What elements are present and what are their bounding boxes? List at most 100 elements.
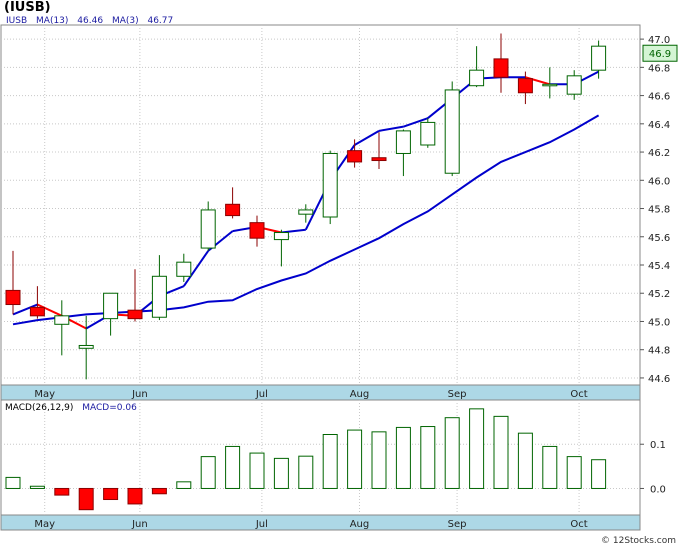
candle <box>298 204 314 223</box>
macd-bar <box>54 487 70 496</box>
price-tick-label: 45.6 <box>648 233 670 244</box>
price-month-label: May <box>34 389 55 400</box>
price-month-label: Aug <box>350 389 370 400</box>
candle-body <box>517 78 533 94</box>
price-tick-label: 44.8 <box>648 346 670 357</box>
legend-ma3-label: MA(3) <box>111 16 139 26</box>
macd-bar <box>78 487 94 511</box>
watermark: © 12Stocks.com <box>601 536 676 546</box>
candle-body <box>103 292 119 320</box>
last-price-label: 46.9 <box>649 49 671 60</box>
candle <box>371 132 387 169</box>
candle <box>395 129 411 177</box>
macd-bar <box>103 487 119 501</box>
price-tick-label: 46.8 <box>648 63 670 74</box>
candle-body <box>5 289 21 306</box>
macd-bar <box>127 487 143 505</box>
candle-body <box>127 309 143 320</box>
macd-bar <box>591 459 607 489</box>
candle <box>200 201 216 251</box>
macd-tick-label: 0.1 <box>650 440 666 451</box>
macd-date-band <box>0 514 641 531</box>
legend-ma13-label: MA(13) <box>36 16 69 26</box>
legend-ma13-value: 46.46 <box>77 16 104 26</box>
candle-body <box>78 344 94 349</box>
macd-month-label: Aug <box>350 519 370 530</box>
candle-body <box>200 209 216 249</box>
candle <box>273 229 289 267</box>
macd-tick-label: 0.0 <box>650 484 666 495</box>
macd-bar <box>5 476 21 489</box>
price-tick-label: 47.0 <box>648 35 670 46</box>
price-date-band <box>0 384 641 401</box>
candle <box>29 286 45 319</box>
candle-body <box>322 152 338 218</box>
candle <box>176 253 192 282</box>
candle <box>566 70 582 100</box>
price-tick-label: 45.0 <box>648 317 670 328</box>
macd-label: MACD(26,12,9) <box>5 403 74 413</box>
price-month-label: Oct <box>570 389 587 400</box>
macd-bar <box>444 417 460 489</box>
candle <box>322 150 338 225</box>
candle-body <box>420 121 436 146</box>
candle-body <box>225 203 241 217</box>
candle <box>469 46 485 88</box>
candle <box>420 118 436 148</box>
macd-bar <box>273 457 289 489</box>
macd-bar <box>225 445 241 489</box>
macd-bar <box>249 452 265 489</box>
candle <box>444 81 460 177</box>
ma3-segment <box>36 303 63 317</box>
candle-body <box>29 306 45 317</box>
price-month-label: Sep <box>448 389 467 400</box>
price-tick-label: 45.4 <box>648 261 670 272</box>
candle-body <box>493 58 509 78</box>
candle <box>127 269 143 322</box>
candle-body <box>566 75 582 95</box>
candle-body <box>298 209 314 215</box>
macd-month-label: Oct <box>570 519 587 530</box>
candle <box>78 315 94 380</box>
price-tick-label: 46.2 <box>648 148 670 159</box>
macd-value: MACD=0.06 <box>82 403 137 413</box>
last-price-box <box>642 44 678 62</box>
candle <box>347 139 363 168</box>
macd-bar <box>200 456 216 489</box>
macd-bar <box>493 415 509 489</box>
candle-body <box>176 261 192 277</box>
candle-body <box>273 232 289 241</box>
candle-body <box>249 222 265 239</box>
ma3-segment <box>378 125 404 132</box>
macd-month-label: Jun <box>131 519 148 530</box>
macd-bar <box>298 455 314 489</box>
macd-month-label: Jul <box>255 519 268 530</box>
macd-bar <box>517 432 533 489</box>
chart-title: (IUSB) <box>4 0 51 15</box>
legend-ma3-value: 46.77 <box>147 16 174 26</box>
candle <box>493 33 509 93</box>
macd-legend: MACD(26,12,9) MACD=0.06 <box>5 403 137 413</box>
candle-body <box>151 275 167 318</box>
candle-body <box>542 83 558 87</box>
macd-month-label: May <box>34 519 55 530</box>
macd-bar <box>469 408 485 489</box>
ma3-segment <box>403 117 429 128</box>
candle <box>249 215 265 247</box>
macd-bar <box>420 426 436 489</box>
ma3-segment <box>182 250 210 287</box>
price-plot-area <box>0 24 641 386</box>
candle <box>54 300 70 356</box>
price-month-label: Jun <box>131 389 148 400</box>
price-legend: IUSB MA(13) 46.46 MA(3) 46.77 <box>6 16 179 26</box>
price-tick-label: 46.6 <box>648 92 670 103</box>
macd-bar <box>371 431 387 489</box>
candle <box>225 187 241 219</box>
price-tick-label: 46.4 <box>648 120 670 131</box>
candle-body <box>591 45 607 71</box>
candle <box>151 255 167 321</box>
price-tick-label: 44.6 <box>648 374 670 385</box>
ma3-segment <box>12 303 38 316</box>
price-tick-label: 45.2 <box>648 289 670 300</box>
